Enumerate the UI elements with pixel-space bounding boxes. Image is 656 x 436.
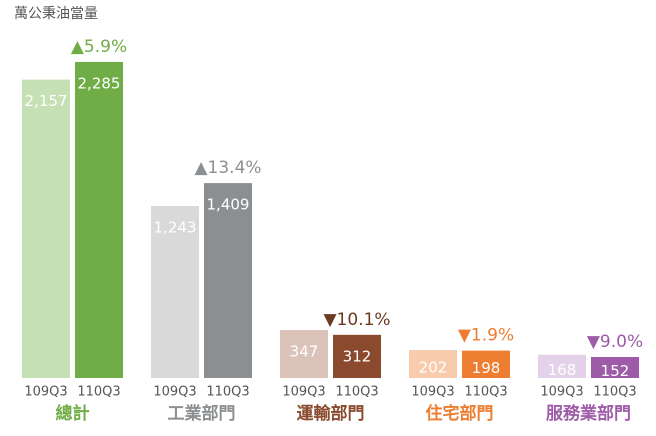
series-label: 109Q3 (153, 385, 196, 400)
category-label: 服務業部門 (546, 403, 631, 424)
value-label: 312 (343, 347, 372, 365)
category-label: 運輸部門 (297, 403, 365, 424)
category-label: 工業部門 (168, 403, 236, 424)
bar (151, 206, 199, 378)
change-annotation: ▲13.4% (194, 158, 261, 178)
series-label: 109Q3 (540, 385, 583, 400)
bar (333, 334, 381, 378)
bar (591, 356, 639, 378)
series-label: 110Q3 (206, 385, 249, 400)
value-label: 152 (601, 362, 630, 380)
category-label: 總計 (56, 403, 90, 424)
value-label: 198 (472, 359, 501, 377)
change-annotation: ▼9.0% (587, 332, 643, 352)
series-label: 110Q3 (593, 385, 636, 400)
bar (409, 350, 457, 378)
bar (75, 61, 123, 379)
series-label: 109Q3 (411, 385, 454, 400)
bar (22, 79, 70, 379)
series-label: 110Q3 (464, 385, 507, 400)
bar (462, 350, 510, 378)
value-label: 1,409 (207, 196, 250, 214)
series-label: 110Q3 (335, 385, 378, 400)
value-label: 168 (548, 361, 577, 379)
series-label: 109Q3 (282, 385, 325, 400)
change-annotation: ▼10.1% (323, 310, 390, 330)
bar (280, 329, 328, 378)
value-label: 1,243 (154, 219, 197, 237)
value-label: 2,157 (25, 92, 68, 110)
change-annotation: ▼1.9% (458, 326, 514, 346)
value-label: 347 (290, 342, 319, 360)
y-label: 萬公秉油當量 (14, 6, 98, 22)
bar (538, 354, 586, 378)
series-label: 109Q3 (24, 385, 67, 400)
value-label: 2,285 (78, 74, 121, 92)
change-annotation: ▲5.9% (71, 37, 127, 57)
series-label: 110Q3 (77, 385, 120, 400)
bar (204, 183, 252, 378)
value-label: 202 (419, 359, 448, 377)
category-label: 住宅部門 (426, 403, 494, 424)
